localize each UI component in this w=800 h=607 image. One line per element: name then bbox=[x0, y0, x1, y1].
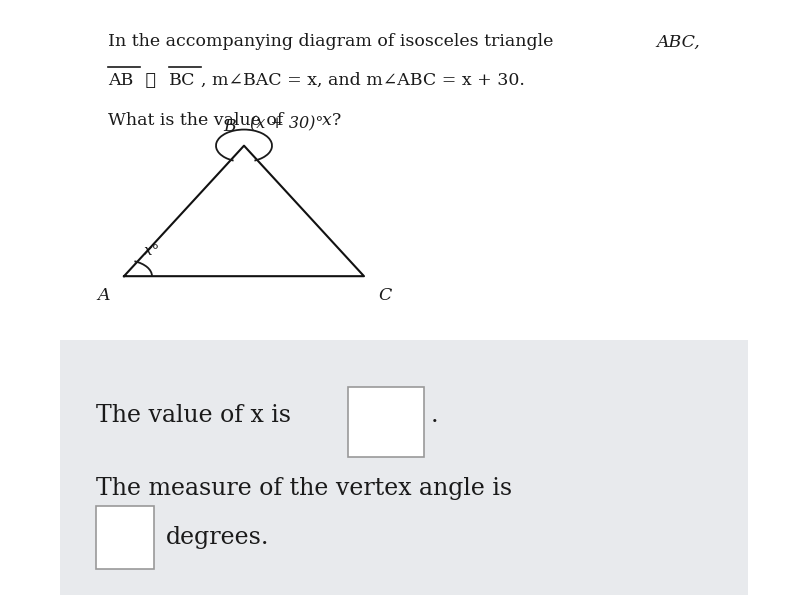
Text: .: . bbox=[430, 404, 438, 427]
Text: ≅: ≅ bbox=[140, 72, 162, 89]
Text: A: A bbox=[97, 287, 110, 304]
Text: (x + 30)°: (x + 30)° bbox=[250, 115, 324, 132]
Text: ABC,: ABC, bbox=[656, 33, 700, 50]
Text: degrees.: degrees. bbox=[166, 526, 269, 549]
Text: x°: x° bbox=[144, 244, 160, 258]
Text: The value of x is: The value of x is bbox=[96, 404, 291, 427]
Text: , m∠BAC = x, and m∠ABC = x + 30.: , m∠BAC = x, and m∠ABC = x + 30. bbox=[201, 72, 525, 89]
Text: x: x bbox=[322, 112, 332, 129]
Text: C: C bbox=[378, 287, 392, 304]
Text: The measure of the vertex angle is: The measure of the vertex angle is bbox=[96, 477, 512, 500]
Text: What is the value of: What is the value of bbox=[108, 112, 289, 129]
Bar bbox=[348, 387, 424, 457]
Bar bbox=[96, 506, 154, 569]
Bar bbox=[60, 340, 748, 595]
Text: B: B bbox=[223, 118, 236, 135]
Text: ?: ? bbox=[332, 112, 342, 129]
Text: In the accompanying diagram of isosceles triangle: In the accompanying diagram of isosceles… bbox=[108, 33, 559, 50]
Text: BC: BC bbox=[169, 72, 195, 89]
Text: AB: AB bbox=[108, 72, 134, 89]
